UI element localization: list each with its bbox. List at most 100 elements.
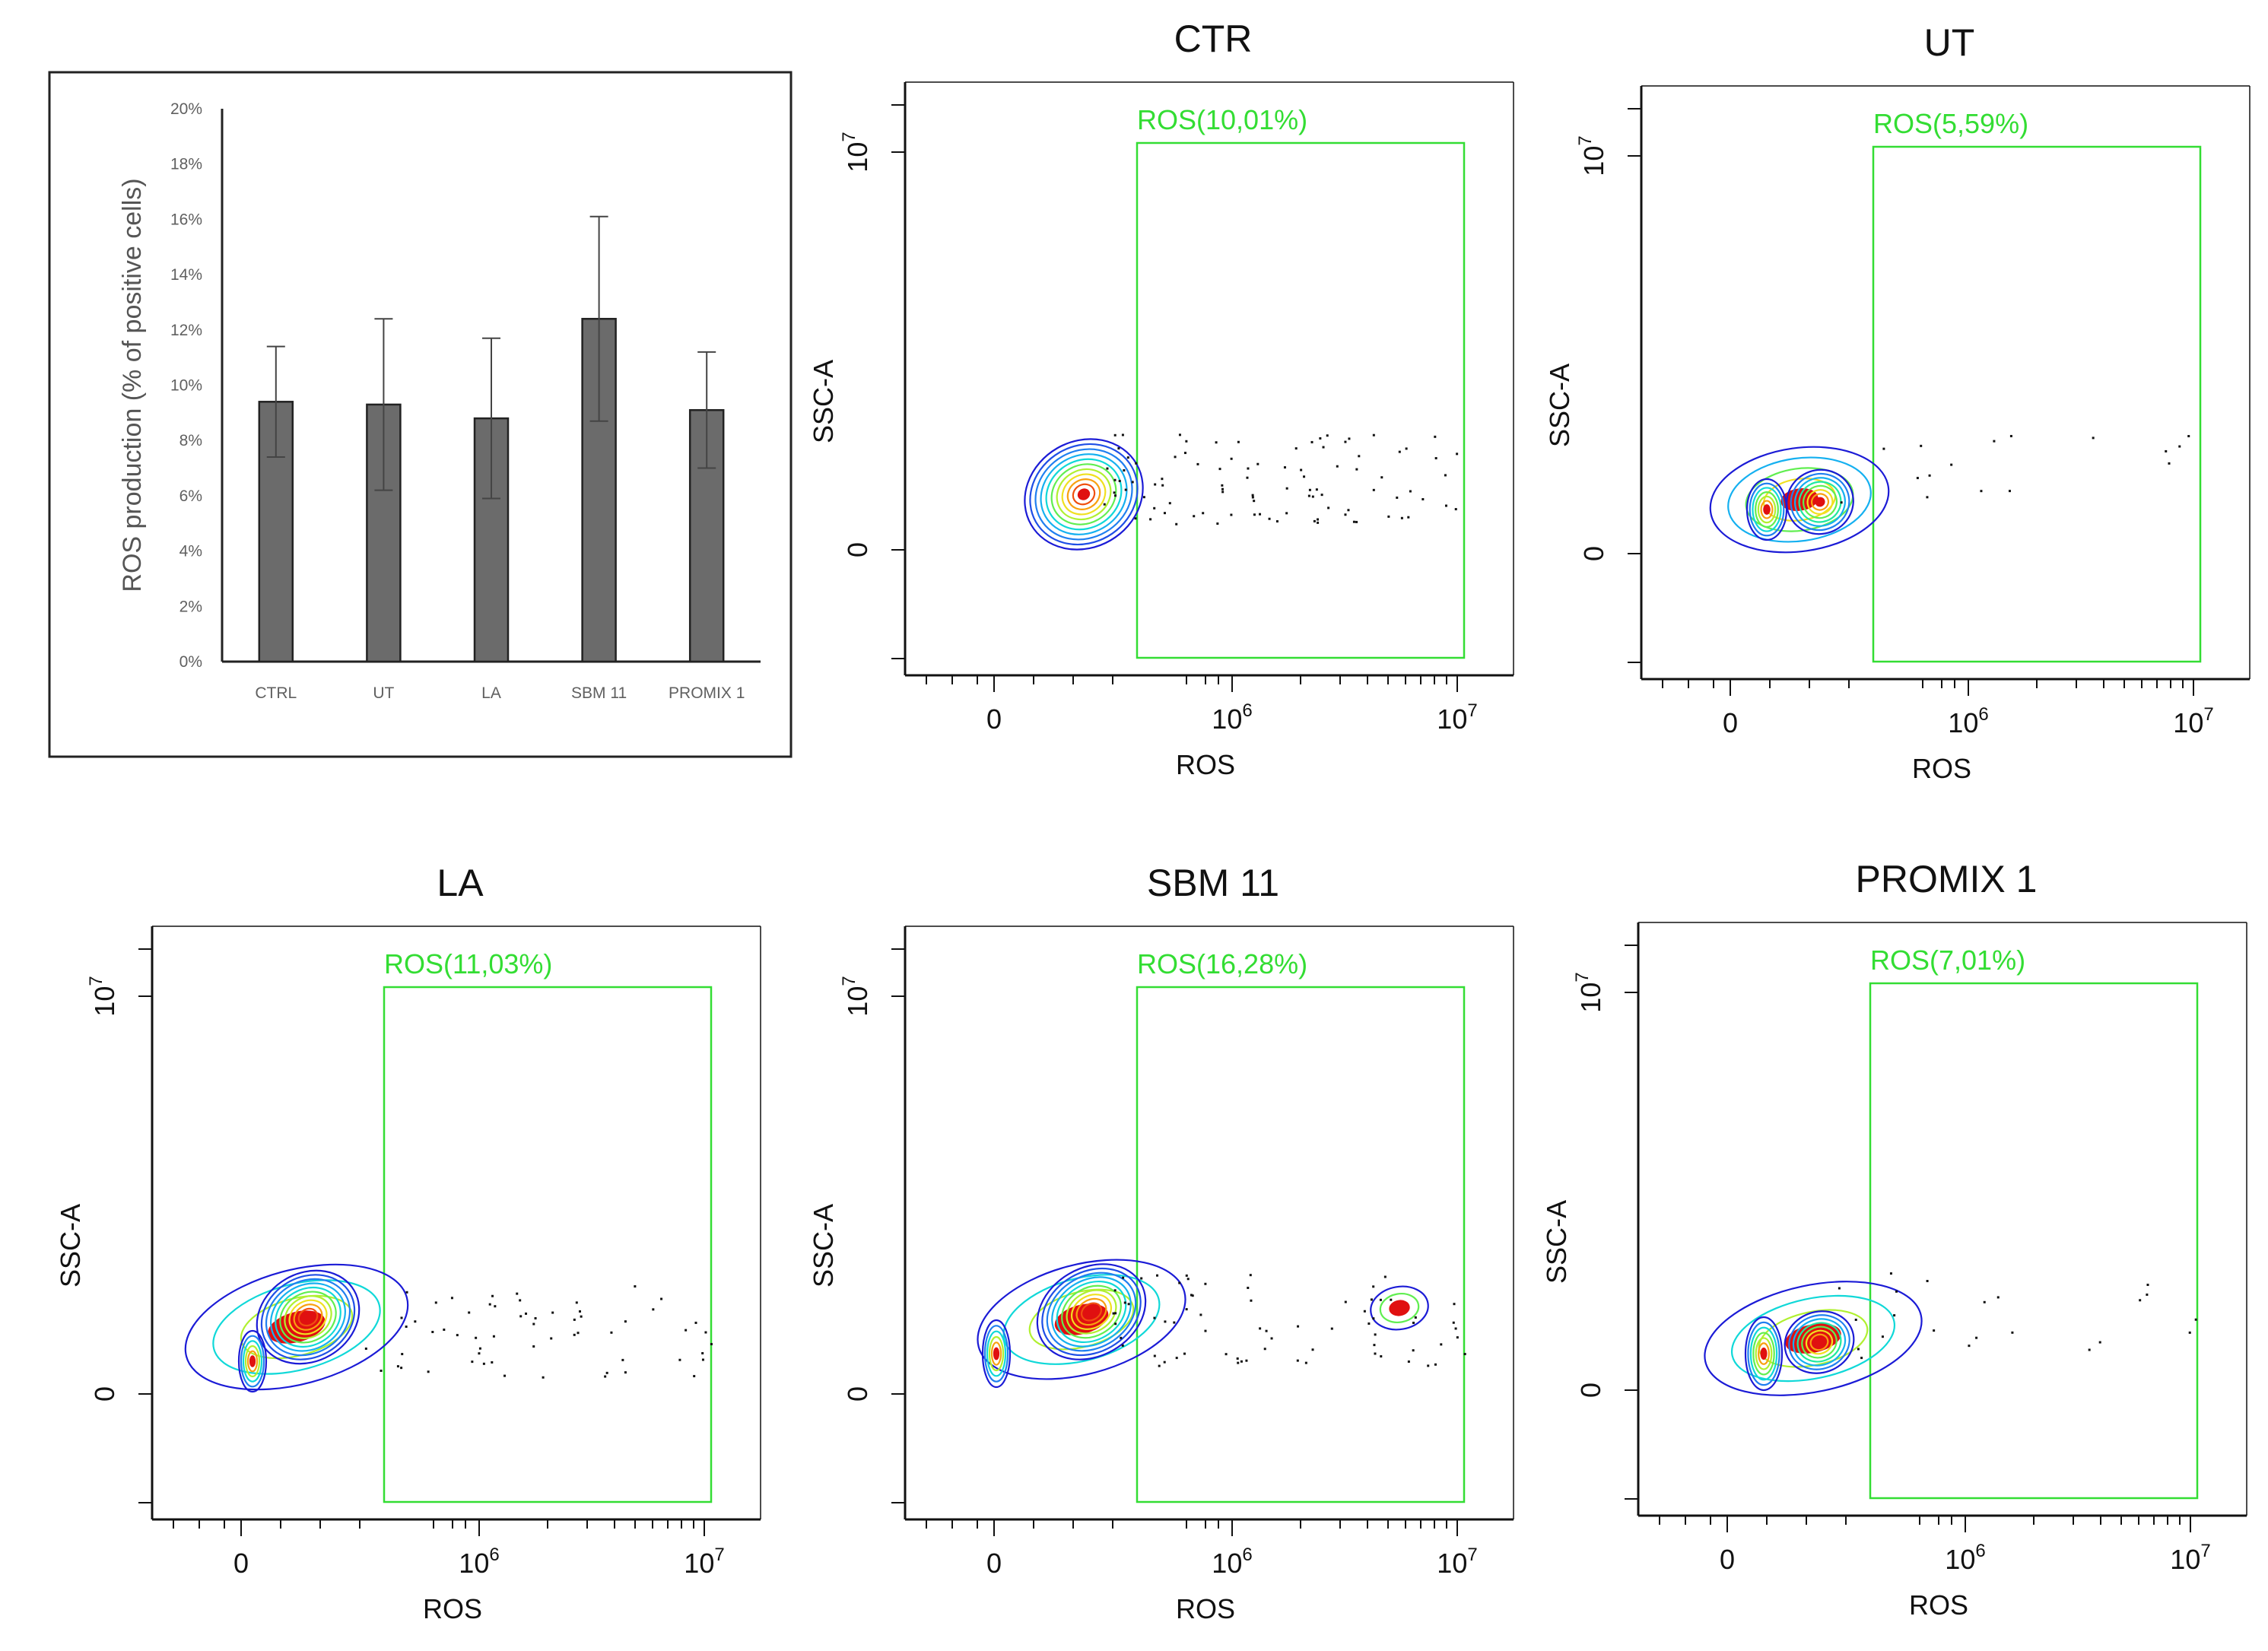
population-contour-2	[1034, 448, 1133, 541]
event-dot	[475, 1336, 478, 1339]
ros-gate-label: ROS(7,01%)	[1870, 945, 2025, 976]
population-left-contour-2	[1752, 487, 1782, 532]
population-outer-contour-1	[1730, 1294, 1896, 1383]
population-left-contour-0	[237, 1329, 268, 1393]
tick-base: 10	[459, 1548, 489, 1579]
event-dot	[710, 1342, 713, 1345]
event-dot	[1427, 1364, 1430, 1367]
event-dot	[701, 1351, 704, 1354]
event-dot	[1196, 462, 1199, 465]
flow-y-tick-label: 0	[842, 1386, 873, 1402]
event-dot	[1355, 468, 1358, 471]
flow-x-tick-label: 107	[1437, 1545, 1477, 1579]
event-dot	[1114, 1312, 1117, 1315]
tick-base: 0	[986, 1548, 1002, 1579]
population-right-contour-7	[1814, 1337, 1825, 1348]
population-left-contour-1	[983, 1325, 1009, 1383]
event-dot	[1149, 518, 1152, 521]
population-main-contour-2	[1046, 1272, 1137, 1352]
event-dot	[1256, 462, 1259, 465]
event-dot	[1311, 1348, 1314, 1351]
event-dot	[1380, 476, 1383, 479]
event-dot	[488, 1303, 491, 1306]
ros-gate	[1136, 986, 1466, 1503]
event-dot	[1185, 1308, 1188, 1311]
event-dot	[1114, 1322, 1117, 1326]
event-dot	[414, 1320, 417, 1323]
event-dot	[478, 1347, 481, 1350]
flow-x-axis-label: ROS	[1176, 1593, 1235, 1624]
population-left-contour-4	[1755, 1337, 1773, 1370]
event-dot	[532, 1322, 535, 1326]
population-left-contour-6	[1760, 1348, 1768, 1360]
population-right-contour-5	[1805, 1329, 1834, 1355]
event-dot	[478, 1352, 481, 1355]
event-dot	[1127, 1303, 1130, 1306]
event-dot	[1173, 1321, 1176, 1324]
event-dot	[471, 1360, 474, 1364]
event-dot	[1202, 512, 1205, 515]
tick-base: 10	[842, 142, 873, 173]
event-dot	[431, 1330, 434, 1333]
tick-base: 0	[1720, 1544, 1735, 1575]
event-dot	[494, 1305, 497, 1308]
population-outer-contour-0	[184, 1263, 409, 1391]
tick-exponent: 6	[1978, 704, 1988, 725]
population-main-contour-7	[1071, 1294, 1112, 1330]
event-dot	[1153, 1316, 1156, 1319]
population-left-contour-4	[1757, 495, 1777, 524]
event-dot	[443, 1329, 446, 1332]
flow-x-tick-label: 0	[233, 1548, 249, 1579]
event-dot	[1106, 467, 1109, 470]
population-right-contour-7	[1815, 497, 1825, 507]
bar-y-tick-label: 16%	[170, 211, 202, 228]
event-dot	[1344, 1300, 1347, 1303]
flow-panel-title: CTR	[1174, 17, 1253, 60]
tick-base: 0	[1575, 1383, 1606, 1398]
event-dot	[1374, 1352, 1377, 1355]
event-dot	[1370, 1298, 1373, 1301]
event-dot	[660, 1297, 663, 1300]
event-dot	[491, 1294, 494, 1297]
population-left-contour-1	[1749, 482, 1785, 537]
event-dot	[427, 1370, 430, 1373]
tick-exponent: 7	[1467, 1545, 1477, 1565]
event-dot	[1383, 1275, 1387, 1278]
event-dot	[1857, 1348, 1860, 1351]
event-dot	[1344, 513, 1347, 516]
event-dot	[1185, 1274, 1188, 1277]
event-dot	[1928, 474, 1931, 477]
population-left-contour-5	[1758, 1342, 1770, 1365]
population-main-contour-9	[297, 1307, 319, 1327]
event-dot	[1854, 1318, 1857, 1321]
flow-panel-title: PROMIX 1	[1856, 858, 2038, 900]
tick-exponent: 6	[1975, 1541, 1985, 1561]
event-dot	[516, 1292, 519, 1295]
tick-base: 10	[842, 986, 873, 1017]
tick-base: 0	[842, 1386, 873, 1402]
event-dot	[1161, 484, 1164, 487]
event-dot	[1317, 518, 1320, 521]
event-dot	[1296, 1359, 1299, 1362]
event-dot	[1134, 517, 1137, 520]
event-dot	[450, 1297, 453, 1300]
population-left-contour-3	[988, 1335, 1005, 1372]
population-main-contour-5	[279, 1291, 337, 1344]
population-left-contour-1	[240, 1335, 265, 1388]
flow-y-axis-label: SSC-A	[55, 1204, 86, 1287]
flow-x-tick-label: 106	[1212, 700, 1252, 735]
event-dot	[604, 1375, 607, 1378]
event-dot	[1245, 1359, 1248, 1362]
event-dot	[1221, 491, 1225, 494]
event-dot	[1326, 434, 1329, 437]
tick-exponent: 6	[489, 1545, 499, 1565]
flow-y-tick-label: 107	[839, 976, 873, 1016]
flow-y-tick-label: 0	[842, 542, 873, 557]
event-dot	[1140, 1277, 1143, 1280]
event-dot	[2092, 437, 2095, 440]
event-dot	[1191, 1294, 1194, 1297]
ros-gate-label: ROS(11,03%)	[384, 948, 552, 979]
event-dot	[575, 1301, 578, 1304]
event-dot	[1860, 1357, 1863, 1360]
